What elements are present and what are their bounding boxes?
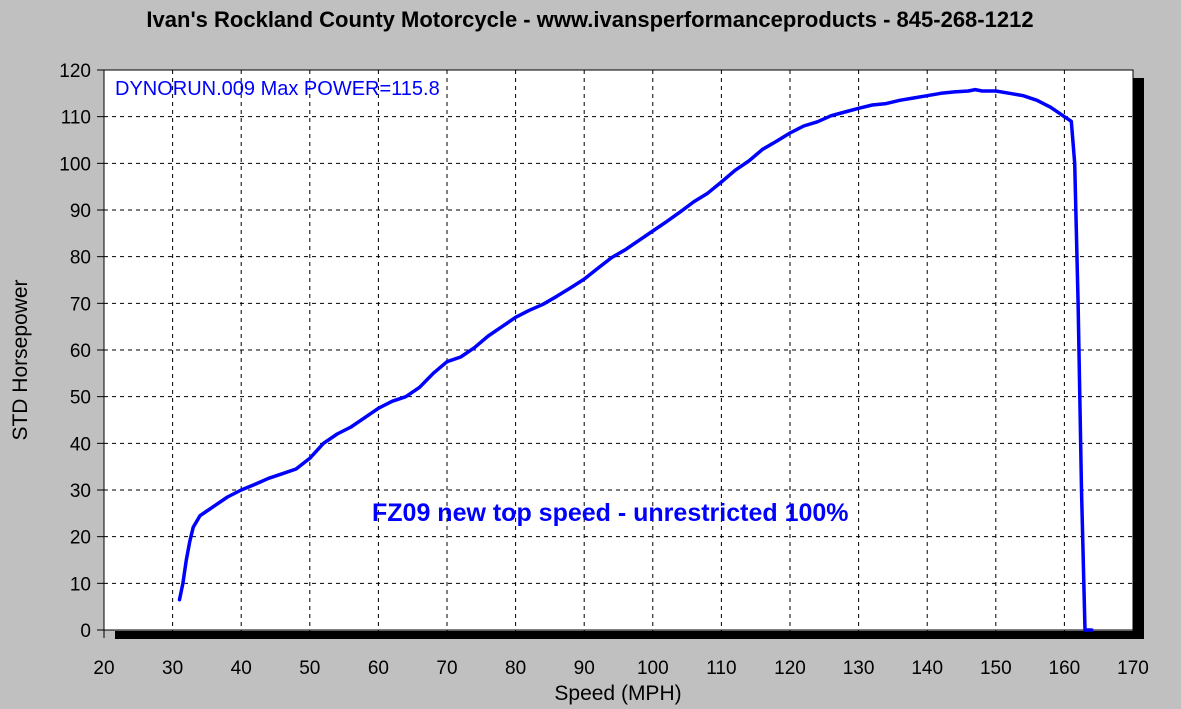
x-tick-label: 160: [1049, 658, 1081, 679]
x-tick-label: 170: [1117, 658, 1149, 679]
y-tick-label: 80: [70, 248, 91, 269]
x-tick-label: 100: [637, 658, 669, 679]
series-layer: [177, 87, 1094, 632]
x-tick-label: 20: [93, 658, 114, 679]
x-axis-label: Speed (MPH): [554, 682, 681, 705]
x-tick-label: 70: [436, 658, 457, 679]
x-tick-label: 90: [574, 658, 595, 679]
y-tick-label: 40: [70, 434, 91, 455]
plot-shadow-right: [1133, 78, 1144, 639]
x-tick-label: 80: [505, 658, 526, 679]
run-label: DYNORUN.009 Max POWER=115.8: [115, 78, 440, 100]
grid: [104, 70, 1133, 630]
y-tick-label: 30: [70, 481, 91, 502]
plot-shadow-bottom: [115, 631, 1144, 639]
y-tick-label: 60: [70, 341, 91, 362]
y-tick-label: 100: [59, 154, 91, 175]
x-tick-label: 30: [162, 658, 183, 679]
x-tick-label: 140: [911, 658, 943, 679]
y-tick-label: 50: [70, 388, 91, 409]
x-tick-label: 50: [299, 658, 320, 679]
y-tick-label: 70: [70, 294, 91, 315]
y-tick-label: 20: [70, 528, 91, 549]
x-tick-label: 110: [706, 658, 736, 679]
y-tick-label: 90: [70, 201, 91, 222]
y-tick-label: 120: [59, 61, 91, 82]
x-tick-label: 130: [843, 658, 875, 679]
x-tick-label: 150: [980, 658, 1012, 679]
y-tick-label: 0: [80, 621, 91, 642]
y-axis-label: STD Horsepower: [9, 279, 32, 440]
x-tick-label: 40: [231, 658, 252, 679]
x-tick-label: 120: [774, 658, 806, 679]
series-line-std-horsepower: [177, 87, 1094, 632]
chart-title: Ivan's Rockland County Motorcycle - www.…: [146, 7, 1033, 32]
y-axis-ticks: 0 10 20 30 40 50 60 70 80 90 100 110 120: [59, 61, 104, 642]
y-tick-label: 110: [61, 108, 91, 129]
x-axis-ticks: 20 30 40 50 60 70 80 90 100 110 120 130 140 150 160 170: [93, 630, 1149, 679]
annotation-text: FZ09 new top speed - unrestricted 100%: [372, 499, 849, 527]
y-tick-label: 10: [70, 574, 91, 595]
x-tick-label: 60: [368, 658, 389, 679]
